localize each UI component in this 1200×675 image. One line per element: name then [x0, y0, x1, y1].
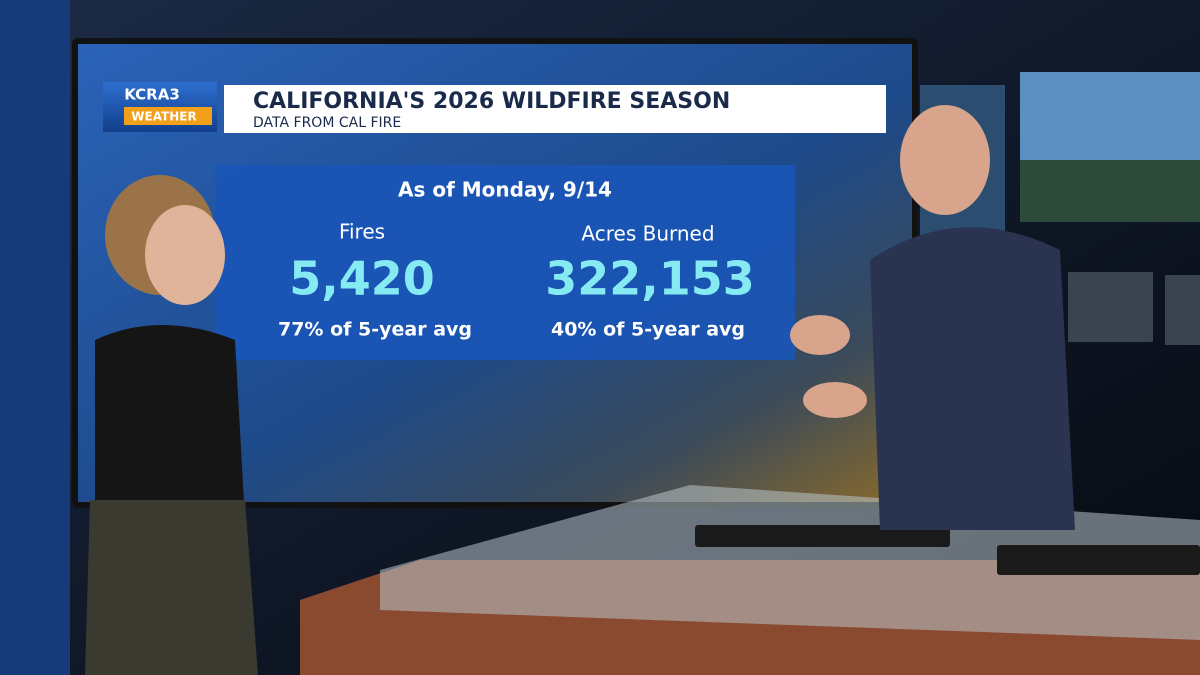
- header-title: CALIFORNIA'S 2026 WILDFIRE SEASON: [253, 89, 730, 114]
- stat-value: 322,153: [545, 252, 755, 306]
- monitor: [1165, 275, 1200, 345]
- logo-brand: WEATHER: [131, 110, 196, 124]
- stat-note: 77% of 5-year avg: [278, 319, 472, 341]
- monitor: [1068, 272, 1153, 342]
- logo-station: KCRA3: [124, 86, 180, 104]
- panel-date: As of Monday, 9/14: [398, 178, 612, 202]
- stats-panel: [215, 165, 795, 360]
- person-face: [900, 105, 990, 215]
- person-face: [145, 205, 225, 305]
- person-hand: [803, 382, 867, 418]
- person-suit: [870, 227, 1075, 530]
- stat-note: 40% of 5-year avg: [551, 319, 745, 341]
- stat-label: Fires: [339, 220, 385, 244]
- person-pants: [85, 500, 258, 675]
- header-bar: [224, 85, 886, 133]
- keyboard: [695, 525, 950, 547]
- header-subtitle: DATA FROM CAL FIRE: [253, 115, 401, 131]
- monitor-landscape: [1020, 160, 1200, 222]
- keyboard: [997, 545, 1200, 575]
- logo-brand-bar: [124, 107, 212, 125]
- studio-wall: [0, 0, 70, 675]
- person-hand: [790, 315, 850, 355]
- stat-label: Acres Burned: [581, 222, 714, 246]
- stat-value: 5,420: [289, 252, 435, 306]
